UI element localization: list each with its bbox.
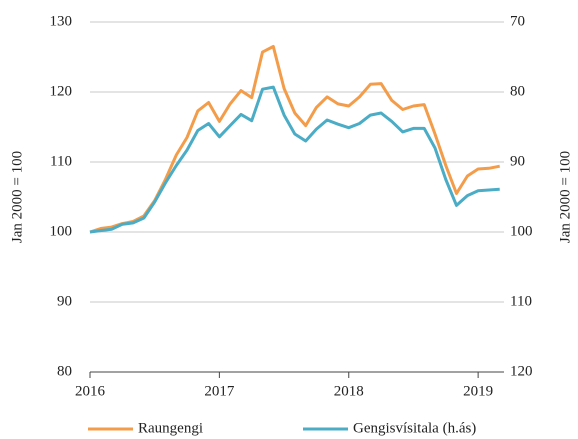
x-tick-label: 2019: [463, 383, 493, 399]
y2-tick-label: 80: [510, 83, 525, 99]
series-line: [89, 85, 500, 234]
y2-axis-label: Jan 2000 = 100: [557, 151, 573, 243]
y-tick-label: 110: [50, 153, 72, 169]
y2-tick-label: 90: [510, 153, 525, 169]
x-tick-label: 2017: [204, 383, 235, 399]
y2-tick-label: 120: [510, 363, 533, 379]
legend-label: Gengisvísitala (h.ás): [353, 420, 476, 436]
y-tick-label: 130: [50, 13, 73, 29]
y2-tick-label: 110: [510, 293, 532, 309]
y2-tick-label: 70: [510, 13, 525, 29]
y-tick-label: 80: [57, 363, 72, 379]
y-tick-label: 90: [57, 293, 72, 309]
y-axis-label: Jan 2000 = 100: [9, 151, 25, 243]
legend-label: Raungengi: [138, 420, 203, 436]
x-tick-label: 2018: [334, 383, 364, 399]
y-tick-label: 120: [50, 83, 73, 99]
x-tick-label: 2016: [75, 383, 106, 399]
y-tick-label: 100: [50, 223, 73, 239]
y2-tick-label: 100: [510, 223, 533, 239]
